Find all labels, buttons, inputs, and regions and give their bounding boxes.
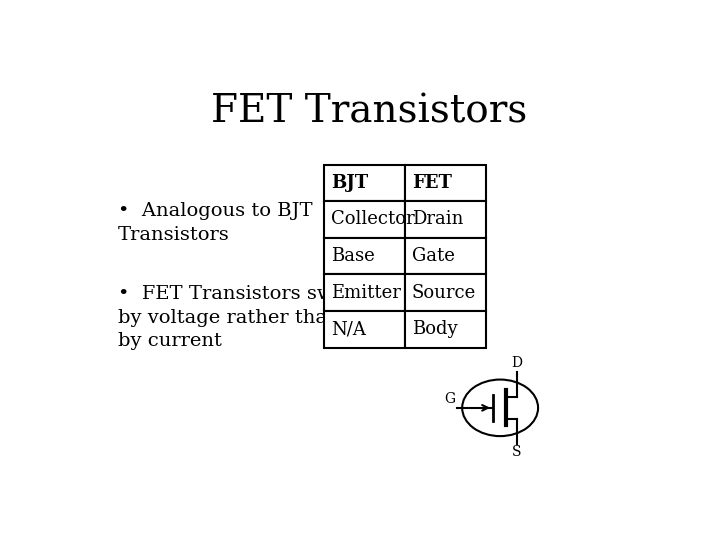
Text: Source: Source: [412, 284, 476, 302]
Text: N/A: N/A: [331, 320, 366, 338]
Text: Emitter: Emitter: [331, 284, 401, 302]
Text: •  Analogous to BJT
Transistors: • Analogous to BJT Transistors: [118, 202, 312, 244]
Text: FET: FET: [412, 174, 452, 192]
Text: Base: Base: [331, 247, 375, 265]
Bar: [405, 238, 486, 274]
Bar: [324, 311, 405, 348]
Bar: [324, 165, 405, 201]
Text: Drain: Drain: [412, 211, 464, 228]
Bar: [324, 238, 405, 274]
Text: G: G: [444, 392, 456, 406]
Bar: [405, 165, 486, 201]
Text: S: S: [512, 446, 521, 459]
Text: BJT: BJT: [331, 174, 368, 192]
Text: •  FET Transistors switch
by voltage rather than
by current: • FET Transistors switch by voltage rath…: [118, 285, 372, 350]
Text: D: D: [511, 356, 523, 370]
Text: Body: Body: [412, 320, 458, 338]
Text: Collector: Collector: [331, 211, 415, 228]
Bar: [405, 311, 486, 348]
Bar: [324, 274, 405, 311]
Bar: [324, 201, 405, 238]
Text: FET Transistors: FET Transistors: [211, 94, 527, 131]
Bar: [405, 201, 486, 238]
Bar: [405, 274, 486, 311]
Text: Gate: Gate: [412, 247, 455, 265]
